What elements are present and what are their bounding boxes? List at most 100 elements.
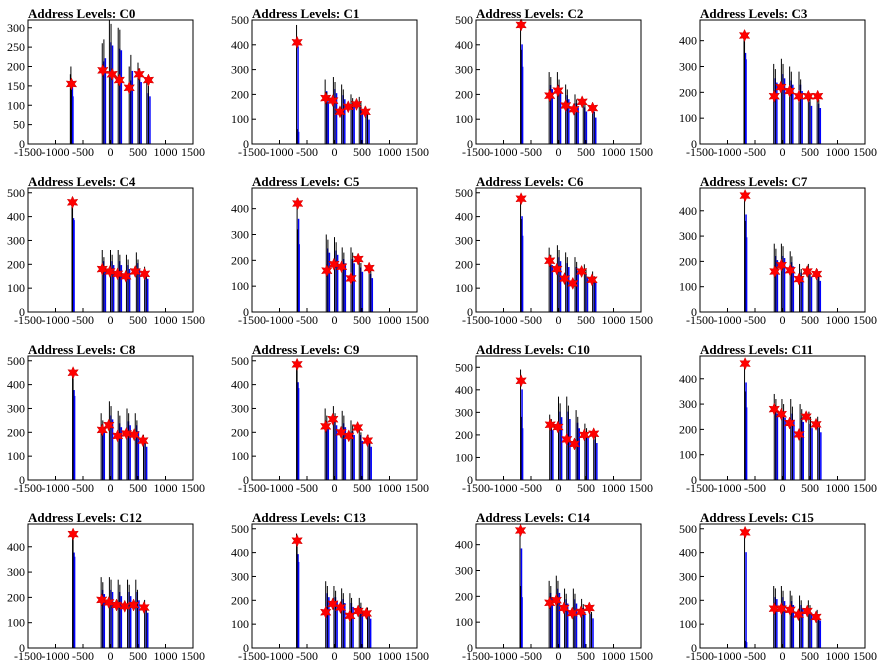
y-tick-label: 400: [455, 383, 473, 397]
y-tick-label: 100: [231, 617, 249, 631]
y-tick-label: 150: [7, 79, 25, 93]
level-marker: [98, 64, 108, 76]
x-tick-label: 1000: [826, 649, 850, 663]
x-tick-label: 0: [780, 649, 786, 663]
x-tick-label: -1000: [490, 145, 518, 159]
y-tick-label: 200: [231, 87, 249, 101]
x-tick-label: 1000: [378, 481, 402, 495]
y-tick-label: 400: [455, 210, 473, 224]
x-tick-label: 1500: [853, 145, 877, 159]
x-tick-label: 1500: [181, 145, 205, 159]
x-tick-label: 500: [129, 481, 147, 495]
chart-title: Address Levels: C1: [252, 6, 359, 21]
x-tick-label: 0: [556, 649, 562, 663]
x-tick-label: 500: [353, 649, 371, 663]
x-tick-label: 1500: [629, 145, 653, 159]
x-tick-label: 1500: [405, 313, 429, 327]
y-tick-label: 500: [455, 13, 473, 27]
y-tick-label: 300: [7, 401, 25, 415]
level-marker: [292, 535, 302, 547]
x-tick-label: 0: [556, 481, 562, 495]
chart-title: Address Levels: C10: [476, 342, 590, 357]
x-tick-label: -1000: [42, 145, 70, 159]
level-marker: [587, 102, 597, 114]
level-marker: [545, 90, 555, 102]
x-tick-label: 500: [353, 481, 371, 495]
x-tick-label: -1000: [490, 481, 518, 495]
x-tick-label: 0: [332, 313, 338, 327]
y-tick-label: 300: [679, 569, 697, 583]
y-tick-label: 500: [679, 522, 697, 536]
y-tick-label: 400: [679, 372, 697, 386]
y-tick-label: 300: [455, 564, 473, 578]
x-tick-label: -500: [520, 649, 542, 663]
x-tick-label: 0: [556, 145, 562, 159]
level-marker: [66, 78, 76, 90]
x-tick-label: 1500: [181, 649, 205, 663]
y-tick-label: 400: [455, 538, 473, 552]
y-tick-label: 200: [7, 425, 25, 439]
chart-panel: Address Levels: C13 0 100 200 300 400 500 -1500…: [231, 510, 429, 663]
y-tick-label: 100: [679, 617, 697, 631]
x-tick-label: 500: [801, 649, 819, 663]
y-tick-label: 300: [231, 63, 249, 77]
level-marker: [803, 90, 813, 102]
y-tick-label: 200: [231, 253, 249, 267]
chart-title: Address Levels: C14: [476, 510, 590, 525]
y-tick-label: 400: [231, 546, 249, 560]
x-tick-label: -1000: [266, 145, 294, 159]
x-tick-label: 1000: [602, 313, 626, 327]
x-tick-label: 0: [332, 649, 338, 663]
y-tick-label: 300: [7, 21, 25, 35]
y-tick-label: 100: [231, 449, 249, 463]
x-tick-label: -500: [72, 481, 94, 495]
y-tick-label: 400: [231, 202, 249, 216]
level-marker: [813, 90, 823, 102]
y-tick-label: 300: [679, 397, 697, 411]
level-marker: [516, 375, 526, 387]
x-tick-label: -1500: [14, 145, 42, 159]
x-tick-label: 1500: [181, 313, 205, 327]
x-tick-label: 500: [577, 313, 595, 327]
y-tick-label: 100: [455, 450, 473, 464]
level-marker: [802, 266, 812, 278]
x-tick-label: -500: [72, 145, 94, 159]
y-tick-label: 200: [7, 590, 25, 604]
x-tick-label: -1500: [14, 649, 42, 663]
level-marker: [68, 367, 78, 379]
x-tick-label: 0: [332, 145, 338, 159]
y-tick-label: 200: [679, 254, 697, 268]
x-tick-label: -1000: [714, 313, 742, 327]
level-marker: [515, 524, 525, 536]
y-tick-label: 500: [7, 186, 25, 200]
x-tick-label: -1500: [462, 313, 490, 327]
chart-panel: Address Levels: C80100200300400500-1500-…: [7, 342, 205, 495]
x-tick-label: 1000: [154, 481, 178, 495]
x-tick-label: -1000: [490, 649, 518, 663]
y-tick-label: 300: [455, 233, 473, 247]
chart-panel: Address Levels: C40100200300400500-1500-…: [7, 174, 205, 327]
y-tick-label: 500: [231, 13, 249, 27]
x-tick-label: 1500: [853, 649, 877, 663]
level-marker: [516, 193, 526, 205]
level-marker: [362, 435, 372, 447]
level-marker: [811, 268, 821, 280]
y-tick-label: 100: [7, 281, 25, 295]
chart-title: Address Levels: C6: [476, 174, 584, 189]
y-tick-label: 100: [7, 98, 25, 112]
x-tick-label: -1000: [266, 481, 294, 495]
level-marker: [139, 602, 149, 614]
x-tick-label: -1500: [686, 145, 714, 159]
y-tick-label: 500: [231, 354, 249, 368]
y-tick-label: 300: [679, 229, 697, 243]
chart-panel: Address Levels: C110100200300400-1500 -10…: [679, 342, 877, 495]
chart-title: Address Levels: C15: [700, 510, 814, 525]
y-tick-label: 100: [7, 616, 25, 630]
x-tick-label: -1000: [266, 313, 294, 327]
x-tick-label: 1500: [853, 313, 877, 327]
chart-title: Address Levels: C12: [28, 510, 142, 525]
x-tick-label: -1500: [462, 145, 490, 159]
chart-panel: Address Levels: C15 0 100 200 300 400 500 -1500…: [679, 510, 877, 663]
x-tick-label: 1500: [405, 145, 429, 159]
level-marker: [139, 268, 149, 280]
